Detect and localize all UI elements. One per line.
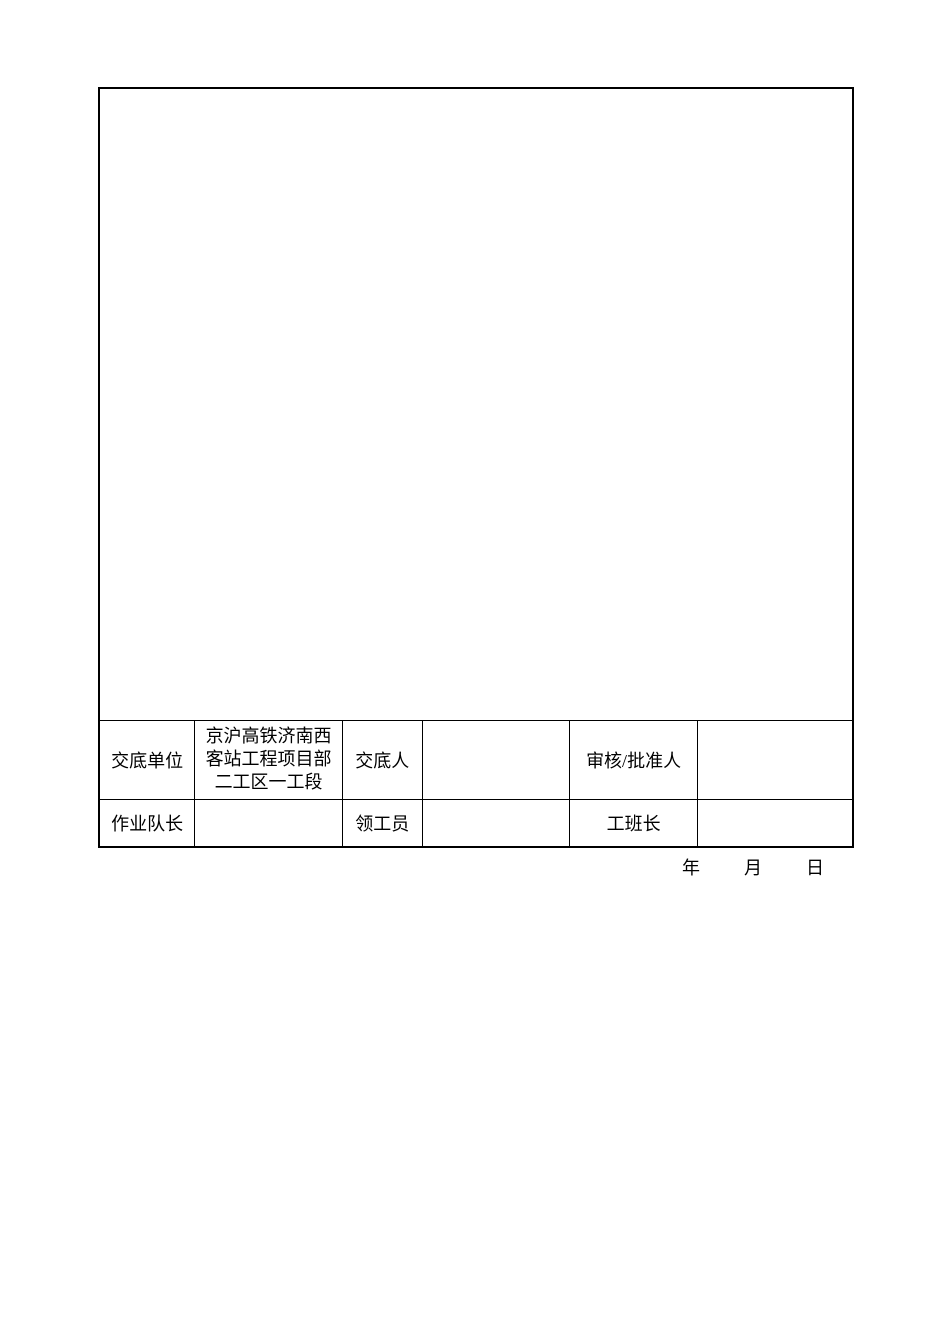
- document-container: 交底单位 京沪高铁济南西 客站工程项目部 二工区一工段 交底人 审核/批准人 作…: [98, 87, 854, 880]
- value-foreman[interactable]: [422, 799, 570, 847]
- label-shift-leader: 工班长: [570, 799, 698, 847]
- month-label: 月: [744, 854, 762, 880]
- label-foreman: 领工员: [342, 799, 422, 847]
- unit-line: 客站工程项目部: [197, 748, 340, 771]
- unit-line: 二工区一工段: [197, 771, 340, 794]
- date-line: 年月日: [98, 848, 854, 880]
- label-unit: 交底单位: [99, 720, 195, 799]
- day-label: 日: [806, 854, 824, 880]
- content-area: [99, 88, 853, 720]
- unit-line: 京沪高铁济南西: [197, 725, 340, 748]
- year-label: 年: [682, 854, 700, 880]
- value-team-leader[interactable]: [195, 799, 343, 847]
- table-row: 交底单位 京沪高铁济南西 客站工程项目部 二工区一工段 交底人 审核/批准人: [99, 720, 853, 799]
- value-presenter[interactable]: [422, 720, 570, 799]
- label-approver: 审核/批准人: [570, 720, 698, 799]
- form-table: 交底单位 京沪高铁济南西 客站工程项目部 二工区一工段 交底人 审核/批准人 作…: [98, 87, 854, 848]
- value-approver[interactable]: [697, 720, 853, 799]
- value-unit: 京沪高铁济南西 客站工程项目部 二工区一工段: [195, 720, 343, 799]
- label-presenter: 交底人: [342, 720, 422, 799]
- label-team-leader: 作业队长: [99, 799, 195, 847]
- value-shift-leader[interactable]: [697, 799, 853, 847]
- table-row: 作业队长 领工员 工班长: [99, 799, 853, 847]
